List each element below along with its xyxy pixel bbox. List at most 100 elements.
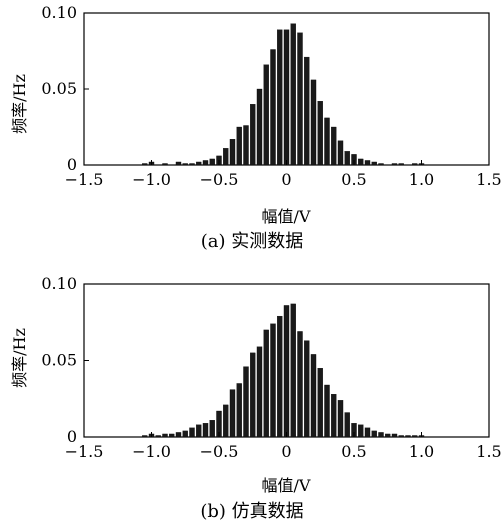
x-tick-label: 1.0: [409, 442, 434, 461]
y-tick-label: 0.05: [41, 79, 77, 98]
x-tick-label: 1.0: [409, 170, 434, 189]
bar-b: [385, 433, 391, 438]
bar-b: [337, 400, 344, 438]
bar-a: [324, 117, 330, 166]
bar-a: [412, 163, 418, 166]
bar-b: [331, 394, 337, 438]
bar-a: [196, 161, 202, 166]
bar-a: [398, 163, 404, 166]
bar-b: [270, 323, 276, 438]
bar-b: [358, 424, 364, 438]
x-ticks-a: −1.5 −1.0 −0.5 0 0.5 1.0 1.5: [65, 160, 502, 189]
bar-a: [142, 163, 148, 166]
bar-a: [310, 79, 317, 166]
bar-b: [378, 432, 384, 438]
bars-b: [142, 303, 425, 438]
bar-a: [344, 151, 350, 166]
y-axis-label-a: 频率/Hz: [10, 74, 29, 134]
bar-b: [229, 389, 236, 438]
x-tick-label: 0: [281, 170, 291, 189]
y-tick-label: 0.10: [41, 3, 77, 22]
bar-a: [331, 126, 337, 166]
bar-b: [412, 435, 418, 438]
bar-b: [209, 420, 215, 438]
bar-b: [371, 430, 377, 438]
bar-a: [209, 158, 215, 166]
bar-b: [405, 435, 411, 438]
bar-a: [304, 56, 310, 166]
bar-a: [223, 148, 229, 166]
bar-a: [297, 32, 303, 166]
x-ticks-b: −1.5 −1.0 −0.5 0 0.5 1.0 1.5: [65, 432, 502, 461]
bar-b: [250, 352, 256, 438]
y-ticks-a: 0 0.05 0.10: [41, 3, 89, 174]
bar-a: [317, 101, 323, 166]
x-tick-label: −0.5: [200, 442, 239, 461]
bar-b: [243, 366, 249, 438]
bar-b: [324, 384, 330, 438]
bar-b: [189, 427, 195, 438]
x-tick-label: −1.5: [65, 170, 104, 189]
bar-b: [182, 430, 188, 438]
x-tick-label: 1.5: [476, 170, 501, 189]
bar-a: [182, 163, 188, 166]
bar-a: [364, 160, 371, 166]
bar-b: [142, 435, 148, 438]
bar-b: [256, 346, 263, 438]
bar-b: [283, 305, 290, 438]
bars-a: [142, 23, 425, 166]
x-tick-label: −1.0: [132, 442, 171, 461]
bar-b: [277, 315, 283, 438]
y-tick-label: 0: [67, 427, 77, 446]
bar-b: [263, 329, 269, 438]
caption-b: (b) 仿真数据: [200, 501, 303, 522]
panel-a: −1.5 −1.0 −0.5 0 0.5 1.0 1.5 0 0.05 0.10 幅值/V 频率…: [10, 3, 502, 252]
bar-a: [229, 139, 236, 166]
bar-a: [162, 163, 168, 166]
bar-a: [256, 88, 263, 166]
bar-a: [337, 140, 344, 166]
x-tick-label: 0: [281, 442, 291, 461]
bar-b: [398, 435, 404, 438]
bar-a: [283, 29, 290, 166]
x-tick-label: 1.5: [476, 442, 501, 461]
bar-a: [277, 29, 283, 166]
bar-b: [310, 354, 317, 438]
bar-a: [263, 64, 269, 166]
bar-a: [189, 163, 195, 166]
panel-b: −1.5 −1.0 −0.5 0 0.5 1.0 1.5 0 0.05 0.10 幅值/V 频率…: [10, 274, 502, 522]
bar-a: [236, 126, 242, 166]
y-axis-label-b: 频率/Hz: [10, 328, 29, 388]
x-tick-label: 0.5: [341, 170, 366, 189]
bar-b: [175, 432, 182, 438]
x-tick-label: 0.5: [341, 442, 366, 461]
x-axis-label-a: 幅值/V: [262, 207, 311, 226]
y-tick-label: 0.10: [41, 274, 77, 293]
bar-b: [162, 433, 168, 438]
bar-b: [155, 435, 161, 438]
x-tick-label: −1.0: [132, 170, 171, 189]
bar-a: [290, 23, 296, 166]
y-ticks-b: 0 0.05 0.10: [41, 274, 89, 446]
x-tick-label: −0.5: [200, 170, 239, 189]
x-axis-label-b: 幅值/V: [262, 476, 311, 495]
bar-a: [391, 163, 398, 166]
bar-b: [196, 424, 202, 438]
bar-b: [304, 340, 310, 438]
bar-b: [202, 423, 209, 438]
bar-b: [317, 367, 323, 438]
bar-b: [169, 433, 175, 438]
x-tick-label: −1.5: [65, 442, 104, 461]
bar-a: [243, 125, 249, 166]
bar-b: [391, 433, 398, 438]
bar-a: [378, 163, 384, 166]
y-tick-label: 0: [67, 155, 77, 174]
bar-b: [223, 404, 229, 438]
bar-a: [202, 160, 209, 166]
bar-a: [175, 161, 182, 166]
bar-b: [297, 331, 303, 438]
bar-a: [358, 158, 364, 166]
bar-a: [250, 104, 256, 166]
caption-a: (a) 实测数据: [201, 231, 304, 252]
